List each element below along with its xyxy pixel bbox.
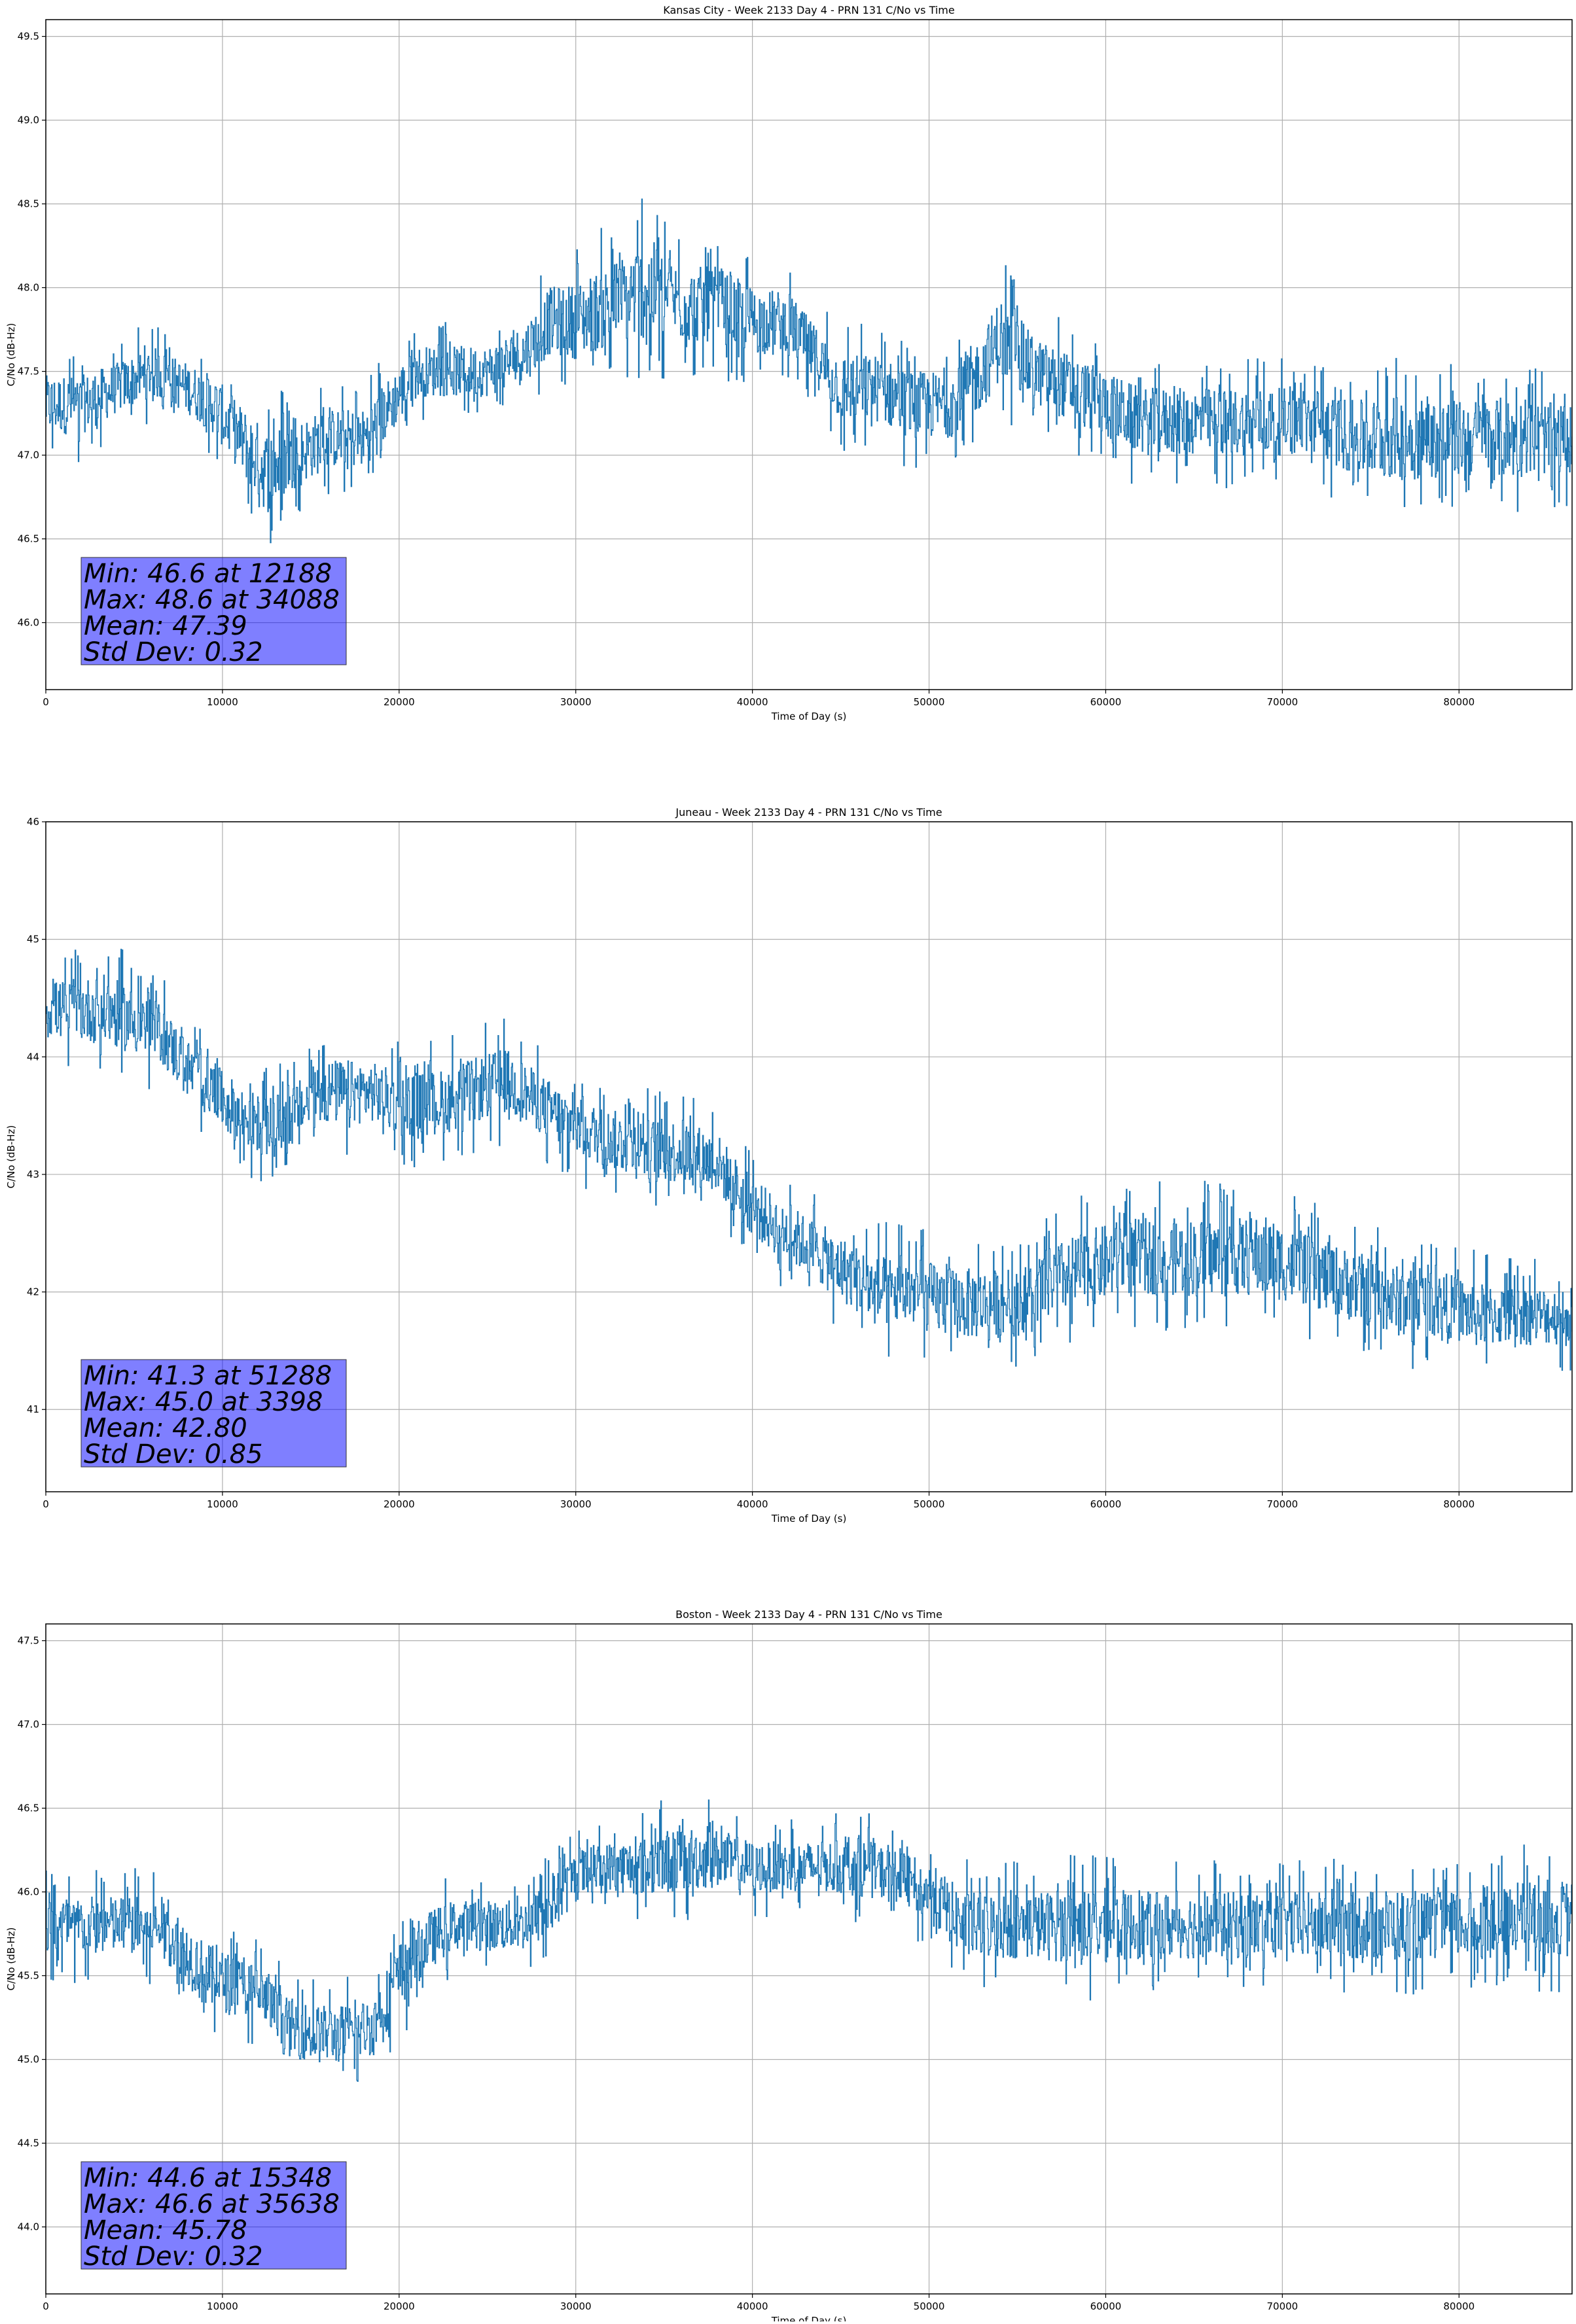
axes-frame <box>45 1623 1573 2295</box>
x-tick-label: 80000 <box>1443 696 1475 708</box>
y-axis-label: C/No (dB-Hz) <box>5 1125 17 1189</box>
stats-line: Mean: 47.39 <box>84 611 247 641</box>
y-tick-label: 45 <box>27 934 39 945</box>
stats-line: Max: 48.6 at 34088 <box>84 585 340 615</box>
axes-frame <box>45 821 1573 1492</box>
stats-line: Mean: 45.78 <box>84 2215 247 2245</box>
x-tick-label: 0 <box>43 2300 49 2312</box>
stats-line: Min: 41.3 at 51288 <box>84 1361 332 1391</box>
x-tick-label: 20000 <box>384 696 415 708</box>
y-tick-label: 46.5 <box>18 533 39 545</box>
y-tick-label: 47.0 <box>18 1719 39 1731</box>
y-axis-label: C/No (dB-Hz) <box>5 1928 17 1991</box>
stats-box <box>81 2161 347 2270</box>
x-tick-label: 40000 <box>737 696 768 708</box>
x-tick-label: 0 <box>43 1498 49 1510</box>
stats-box <box>81 557 347 665</box>
x-tick-label: 40000 <box>737 1498 768 1510</box>
y-tick-label: 48.0 <box>18 282 39 294</box>
y-tick-label: 43 <box>27 1169 39 1180</box>
y-axis-label: C/No (dB-Hz) <box>5 323 17 387</box>
y-tick-label: 46.0 <box>18 617 39 629</box>
x-axis-label: Time of Day (s) <box>771 2315 847 2321</box>
x-tick-label: 30000 <box>560 1498 592 1510</box>
chart-panel-2: Juneau - Week 2133 Day 4 - PRN 131 C/No … <box>5 806 1573 1524</box>
x-tick-label: 50000 <box>914 2300 945 2312</box>
x-tick-label: 40000 <box>737 2300 768 2312</box>
x-tick-label: 80000 <box>1443 2300 1475 2312</box>
y-tick-label: 46.5 <box>18 1803 39 1814</box>
y-tick-label: 47.5 <box>18 1635 39 1647</box>
stats-line: Min: 46.6 at 12188 <box>84 559 332 589</box>
y-tick-label: 45.5 <box>18 1970 39 1982</box>
x-axis-label: Time of Day (s) <box>771 711 847 722</box>
stats-line: Max: 46.6 at 35638 <box>84 2189 340 2219</box>
y-tick-label: 49.5 <box>18 31 39 43</box>
x-tick-label: 30000 <box>560 2300 592 2312</box>
y-tick-label: 47.5 <box>18 366 39 378</box>
x-tick-label: 60000 <box>1090 696 1122 708</box>
axes-frame <box>45 19 1573 690</box>
x-tick-label: 10000 <box>207 2300 238 2312</box>
stats-line: Min: 44.6 at 15348 <box>84 2163 332 2193</box>
x-tick-label: 80000 <box>1443 1498 1475 1510</box>
x-tick-label: 70000 <box>1266 696 1298 708</box>
x-tick-label: 60000 <box>1090 1498 1122 1510</box>
chart-title: Kansas City - Week 2133 Day 4 - PRN 131 … <box>663 4 954 16</box>
stats-line: Std Dev: 0.85 <box>84 1439 263 1470</box>
y-tick-label: 46.0 <box>18 1886 39 1898</box>
y-tick-label: 46 <box>27 816 39 828</box>
stats-line: Std Dev: 0.32 <box>84 637 263 667</box>
stats-line: Mean: 42.80 <box>84 1413 247 1443</box>
chart-title: Juneau - Week 2133 Day 4 - PRN 131 C/No … <box>675 806 942 819</box>
x-tick-label: 10000 <box>207 1498 238 1510</box>
x-tick-label: 70000 <box>1266 1498 1298 1510</box>
x-tick-label: 50000 <box>914 696 945 708</box>
x-tick-label: 20000 <box>384 2300 415 2312</box>
x-tick-label: 70000 <box>1266 2300 1298 2312</box>
x-tick-label: 10000 <box>207 696 238 708</box>
x-axis-label: Time of Day (s) <box>771 1513 847 1524</box>
y-tick-label: 44.5 <box>18 2138 39 2149</box>
stats-line: Std Dev: 0.32 <box>84 2242 263 2272</box>
x-tick-label: 50000 <box>914 1498 945 1510</box>
chart-title: Boston - Week 2133 Day 4 - PRN 131 C/No … <box>675 1608 942 1621</box>
data-series-line <box>46 949 1572 1371</box>
x-tick-label: 20000 <box>384 1498 415 1510</box>
y-tick-label: 44.0 <box>18 2221 39 2233</box>
stats-line: Max: 45.0 at 3398 <box>84 1387 323 1417</box>
chart-panel-3: Boston - Week 2133 Day 4 - PRN 131 C/No … <box>5 1608 1573 2324</box>
y-tick-label: 48.5 <box>18 198 39 210</box>
y-tick-label: 49.0 <box>18 114 39 126</box>
y-tick-label: 42 <box>27 1286 39 1298</box>
stats-box <box>81 1359 347 1468</box>
chart-panel-1: Kansas City - Week 2133 Day 4 - PRN 131 … <box>5 4 1573 722</box>
y-tick-label: 45.0 <box>18 2054 39 2066</box>
x-tick-label: 60000 <box>1090 2300 1122 2312</box>
x-tick-label: 0 <box>43 696 49 708</box>
y-tick-label: 47.0 <box>18 449 39 461</box>
data-series-line <box>46 1799 1572 2082</box>
y-tick-label: 41 <box>27 1403 39 1415</box>
y-tick-label: 44 <box>27 1051 39 1063</box>
x-tick-label: 30000 <box>560 696 592 708</box>
data-series-line <box>46 198 1572 544</box>
